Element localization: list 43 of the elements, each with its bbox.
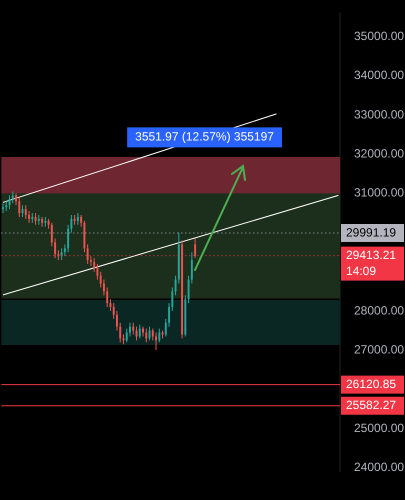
candlestick	[48, 218, 50, 230]
ref-line-label: 29413.21 14:09	[346, 248, 396, 278]
candlestick	[22, 204, 24, 218]
candlestick	[8, 194, 10, 210]
candlestick	[76, 212, 79, 226]
candlestick	[18, 196, 20, 218]
candlestick	[67, 224, 70, 253]
y-tick-label: 32000.00	[354, 146, 404, 161]
candlestick	[44, 216, 46, 228]
candlestick	[74, 214, 76, 226]
y-tick-label: 34000.00	[354, 68, 404, 82]
candlestick	[136, 326, 138, 341]
candlestick	[80, 214, 82, 228]
y-tick-label: 27000.00	[354, 342, 404, 356]
candlestick	[155, 332, 158, 351]
y-tick-label: 24000.00	[354, 460, 404, 474]
ref-line-label: 26120.85	[346, 376, 396, 391]
candlestick	[15, 192, 17, 206]
candlestick	[142, 326, 144, 337]
y-tick-label: 35000.00	[354, 29, 404, 44]
y-tick-label: 31000.00	[354, 186, 404, 200]
band-label: 3551.97 (12.57%) 355197	[135, 130, 274, 144]
y-tick-label: 33000.00	[354, 107, 404, 122]
ref-line-label: 29991.19	[346, 225, 396, 240]
candlestick	[129, 322, 131, 337]
candlestick	[24, 204, 27, 220]
candlestick	[60, 248, 63, 261]
candlestick	[194, 238, 196, 259]
candlestick	[93, 258, 96, 272]
candlestick	[70, 214, 72, 234]
candlestick	[190, 252, 193, 284]
y-tick-label: 28000.00	[354, 303, 404, 318]
ref-line-label: 25582.27	[346, 398, 396, 412]
candlestick	[38, 214, 40, 226]
candlestick	[2, 202, 4, 214]
candlestick	[122, 334, 124, 345]
candlestick	[158, 328, 160, 343]
candlestick	[34, 212, 37, 226]
candlestick	[41, 216, 44, 228]
candlestick	[148, 326, 150, 341]
candlestick	[31, 212, 34, 224]
y-tick-label: 25000.00	[354, 420, 404, 435]
candlestick	[112, 302, 115, 320]
